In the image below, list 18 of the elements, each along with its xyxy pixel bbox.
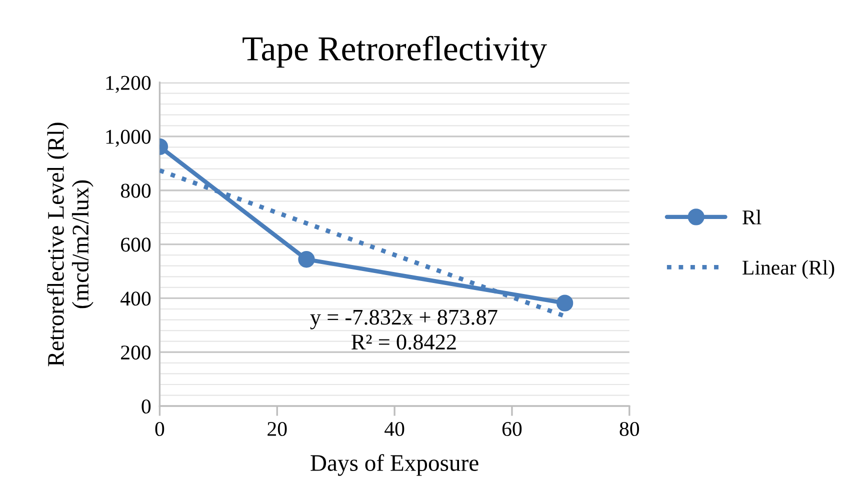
y-tick-label: 200 bbox=[121, 346, 151, 360]
y-tick-label: 1,000 bbox=[106, 130, 151, 147]
y-tick-label: 1,200 bbox=[106, 76, 151, 93]
chart-title: Tape Retroreflectivity bbox=[242, 36, 547, 68]
annotation: y = -7.832x + 873.87 R² = 0.8422 bbox=[310, 310, 498, 350]
y-tick-label: 400 bbox=[120, 292, 151, 306]
x-tick-label: 20 bbox=[268, 422, 287, 436]
y-tick-label: 600 bbox=[121, 238, 151, 252]
x-tick-label: 40 bbox=[384, 422, 404, 436]
legend-label: Linear (Rl) bbox=[742, 260, 834, 279]
y-tick-label: 0 bbox=[142, 399, 151, 414]
x-tick-label: 0 bbox=[155, 422, 164, 436]
x-axis-title: Days of Exposure bbox=[310, 454, 478, 476]
x-tick-label: 80 bbox=[620, 422, 640, 436]
legend-label: Rl bbox=[742, 210, 762, 224]
x-tick-label: 60 bbox=[502, 422, 522, 436]
y-tick-label: 800 bbox=[120, 184, 151, 198]
y-axis-title: Retroreflective Level (Rl) (mcd/m2/lux) bbox=[47, 122, 94, 366]
